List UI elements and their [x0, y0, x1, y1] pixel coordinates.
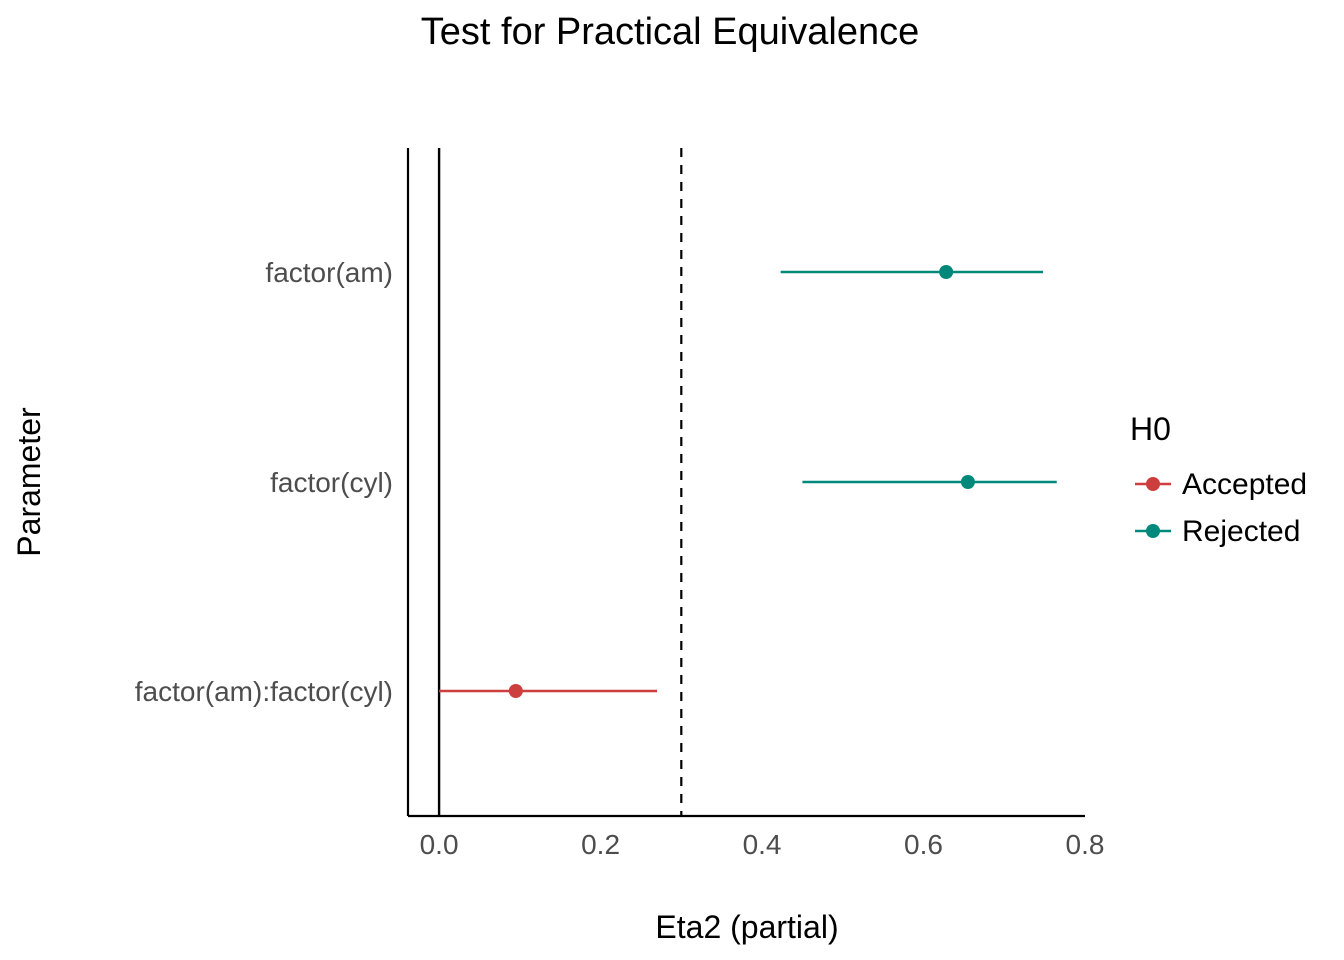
- x-axis-title: Eta2 (partial): [655, 909, 838, 945]
- legend-label: Rejected: [1182, 515, 1300, 548]
- legend-key-point: [1146, 524, 1160, 538]
- x-axis-ticks: 0.0 0.2 0.4 0.6 0.8: [420, 829, 1105, 860]
- legend-key-point: [1146, 477, 1160, 491]
- y-tick-label: factor(cyl): [270, 467, 393, 498]
- plot-area: [406, 148, 1085, 818]
- legend: H0 Accepted Rejected: [1130, 411, 1307, 548]
- x-tick-label: 0.8: [1066, 829, 1105, 860]
- y-axis-title: Parameter: [11, 407, 47, 557]
- legend-title: H0: [1130, 411, 1171, 447]
- y-axis-ticks: factor(am) factor(cyl) factor(am):factor(c…: [135, 257, 393, 707]
- x-tick-label: 0.0: [420, 829, 459, 860]
- estimate-point: [960, 475, 975, 489]
- estimate-point: [939, 265, 954, 279]
- x-tick-label: 0.2: [581, 829, 620, 860]
- legend-label: Accepted: [1182, 468, 1307, 501]
- y-tick-label: factor(am): [265, 257, 393, 288]
- x-tick-label: 0.4: [743, 829, 782, 860]
- estimate-point: [508, 684, 523, 698]
- chart-title: Test for Practical Equivalence: [421, 11, 919, 53]
- x-tick-label: 0.6: [904, 829, 943, 860]
- y-tick-label: factor(am):factor(cyl): [135, 676, 393, 707]
